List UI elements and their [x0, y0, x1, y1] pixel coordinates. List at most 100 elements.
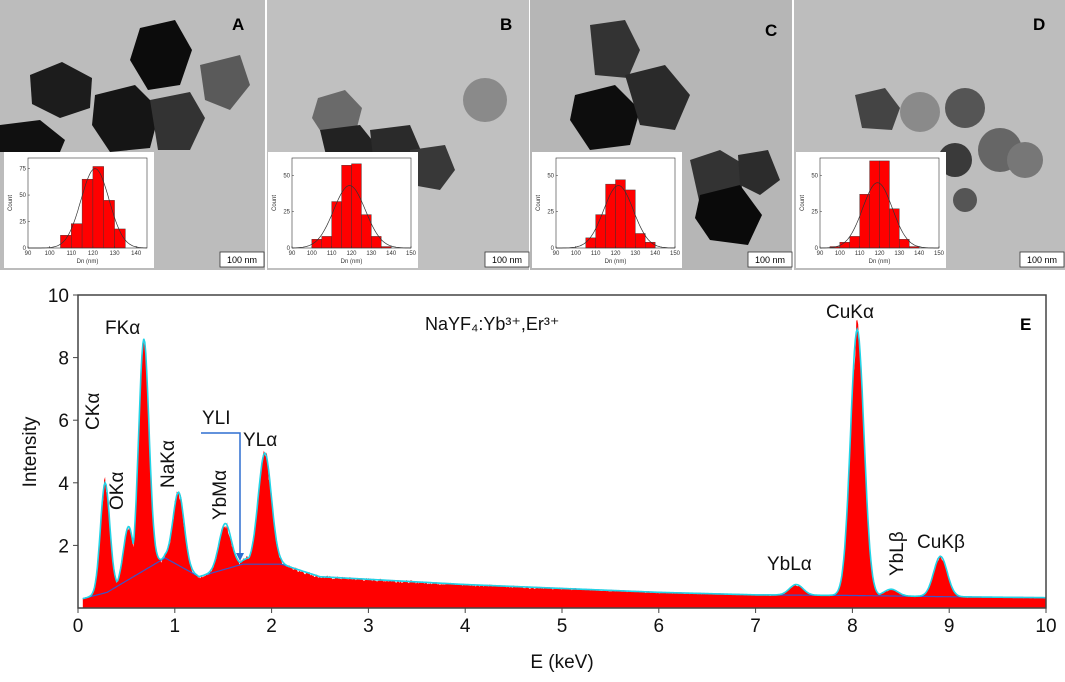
- spectrum-area: [82, 319, 1047, 608]
- nanoparticle: [590, 20, 640, 78]
- scale-bar-label: 100 nm: [1027, 255, 1057, 265]
- x-tick-label: 110: [591, 251, 601, 257]
- nanoparticle: [0, 120, 65, 152]
- y-tick-label: 50: [19, 193, 26, 199]
- edx-spectrum: 0 1 2 3 4 5 6 7 8 9 10 2 4 6 8 10 NaYF₄:Yb³⁺,Er³⁺ E E (…: [20, 286, 1057, 673]
- y-axis-label: Count: [800, 195, 806, 211]
- y-tick-label: 50: [547, 173, 554, 179]
- peak-label-ybm-alpha: YbMα: [210, 470, 231, 520]
- x-tick-label: 3: [363, 616, 374, 637]
- nanoparticle: [312, 90, 362, 138]
- arrow-head-icon: [236, 553, 244, 561]
- x-axis-label: Dn (nm): [341, 259, 363, 265]
- x-tick-label: 6: [654, 616, 665, 637]
- nanoparticle: [953, 188, 977, 212]
- histogram-bar: [585, 237, 596, 249]
- peak-label-ok-alpha: OKα: [107, 472, 128, 510]
- scale-bar-c: 100 nm: [747, 251, 793, 268]
- nanoparticle: [130, 20, 192, 90]
- x-tick-label: 120: [874, 251, 885, 257]
- nanoparticle: [150, 92, 205, 150]
- x-tick-label: 140: [650, 251, 661, 257]
- y-tick-label: 50: [811, 173, 818, 179]
- x-tick-label: 7: [750, 616, 761, 637]
- scale-bar-label: 100 nm: [227, 255, 257, 265]
- x-tick-label: 4: [460, 616, 471, 637]
- y-tick-label: 10: [48, 286, 69, 307]
- nanoparticle: [1007, 142, 1043, 178]
- scale-bar-a: 100 nm: [219, 251, 265, 268]
- nanoparticle: [945, 88, 985, 128]
- x-tick-label: 90: [289, 251, 296, 257]
- x-axis-label: Dn (nm): [605, 259, 627, 265]
- x-tick-label: 140: [131, 251, 142, 257]
- x-tick-label: 120: [88, 251, 99, 257]
- y-axis-label: Count: [536, 195, 542, 211]
- x-tick-label: 5: [557, 616, 568, 637]
- nanoparticle: [695, 185, 762, 245]
- x-tick-label: 130: [366, 251, 377, 257]
- x-tick-label: 140: [386, 251, 397, 257]
- x-tick-label: 100: [307, 251, 318, 257]
- histogram-bar: [81, 178, 94, 249]
- peak-label-cuk-beta: CuKβ: [917, 532, 965, 553]
- x-tick-label: 8: [847, 616, 858, 637]
- y-tick-label: 25: [811, 210, 818, 216]
- x-tick-label: 130: [630, 251, 641, 257]
- histogram-bar: [879, 160, 890, 249]
- x-tick-label: 90: [553, 251, 560, 257]
- x-tick-label: 2: [266, 616, 277, 637]
- nanoparticle: [92, 85, 160, 152]
- panel-letter: C: [765, 21, 777, 40]
- panel-letter: E: [1020, 315, 1031, 334]
- peak-label-fk-alpha: FKα: [105, 318, 140, 339]
- panel-letter: A: [232, 15, 244, 34]
- peak-label-yl-l: YLI: [202, 408, 231, 429]
- y-tick-label: 2: [58, 536, 69, 557]
- histogram-bar: [849, 236, 860, 249]
- peak-label-cuk-alpha: CuKα: [826, 302, 874, 323]
- peak-label-yl-alpha: YLα: [243, 430, 277, 451]
- histogram-bar: [321, 236, 332, 249]
- histogram-inset-b: 90 100 110 120 130 140 150 0 25 50 Dn (nm) Count: [268, 152, 418, 268]
- x-tick-label: 130: [110, 251, 121, 257]
- x-tick-label: 110: [66, 251, 76, 257]
- y-tick-label: 25: [547, 210, 554, 216]
- histogram-bar: [331, 201, 342, 249]
- histogram-bar: [595, 214, 606, 249]
- histogram-inset-d: 90 100 110 120 130 140 150 0 25 50 Dn (nm) Count: [796, 152, 946, 268]
- histogram-bar: [839, 241, 850, 249]
- x-tick-label: 140: [914, 251, 925, 257]
- x-axis-label: Dn (nm): [869, 259, 891, 265]
- peak-label-nak-alpha: NaKα: [158, 440, 179, 488]
- x-axis-label: Dn (nm): [77, 259, 99, 265]
- x-tick-label: 90: [817, 251, 824, 257]
- histogram-bar: [645, 241, 656, 249]
- y-axis-label: Count: [272, 195, 278, 211]
- x-tick-label: 0: [73, 616, 84, 637]
- inset-frame: [27, 157, 148, 249]
- y-tick-label: 0: [23, 246, 27, 252]
- x-tick-label: 100: [571, 251, 582, 257]
- inset-background: [4, 152, 154, 268]
- histogram-bar: [869, 160, 880, 249]
- x-tick-label: 1: [170, 616, 181, 637]
- x-axis-label: E (keV): [530, 652, 593, 673]
- y-tick-label: 75: [19, 167, 26, 173]
- x-tick-label: 150: [406, 251, 417, 257]
- histogram-bar: [635, 233, 646, 249]
- histogram-bar: [899, 239, 910, 249]
- histogram-bar: [889, 208, 900, 249]
- nanoparticle: [463, 78, 507, 122]
- nanoparticle: [30, 62, 92, 118]
- nanoparticle: [900, 92, 940, 132]
- x-tick-label: 150: [670, 251, 681, 257]
- nanoparticle: [570, 85, 640, 150]
- y-tick-label: 0: [815, 246, 819, 252]
- scale-bar-label: 100 nm: [492, 255, 522, 265]
- x-tick-label: 110: [855, 251, 865, 257]
- x-tick-label: 100: [835, 251, 846, 257]
- y-tick-label: 4: [58, 474, 69, 495]
- y-tick-label: 25: [19, 220, 26, 226]
- scale-bar-d: 100 nm: [1019, 251, 1065, 268]
